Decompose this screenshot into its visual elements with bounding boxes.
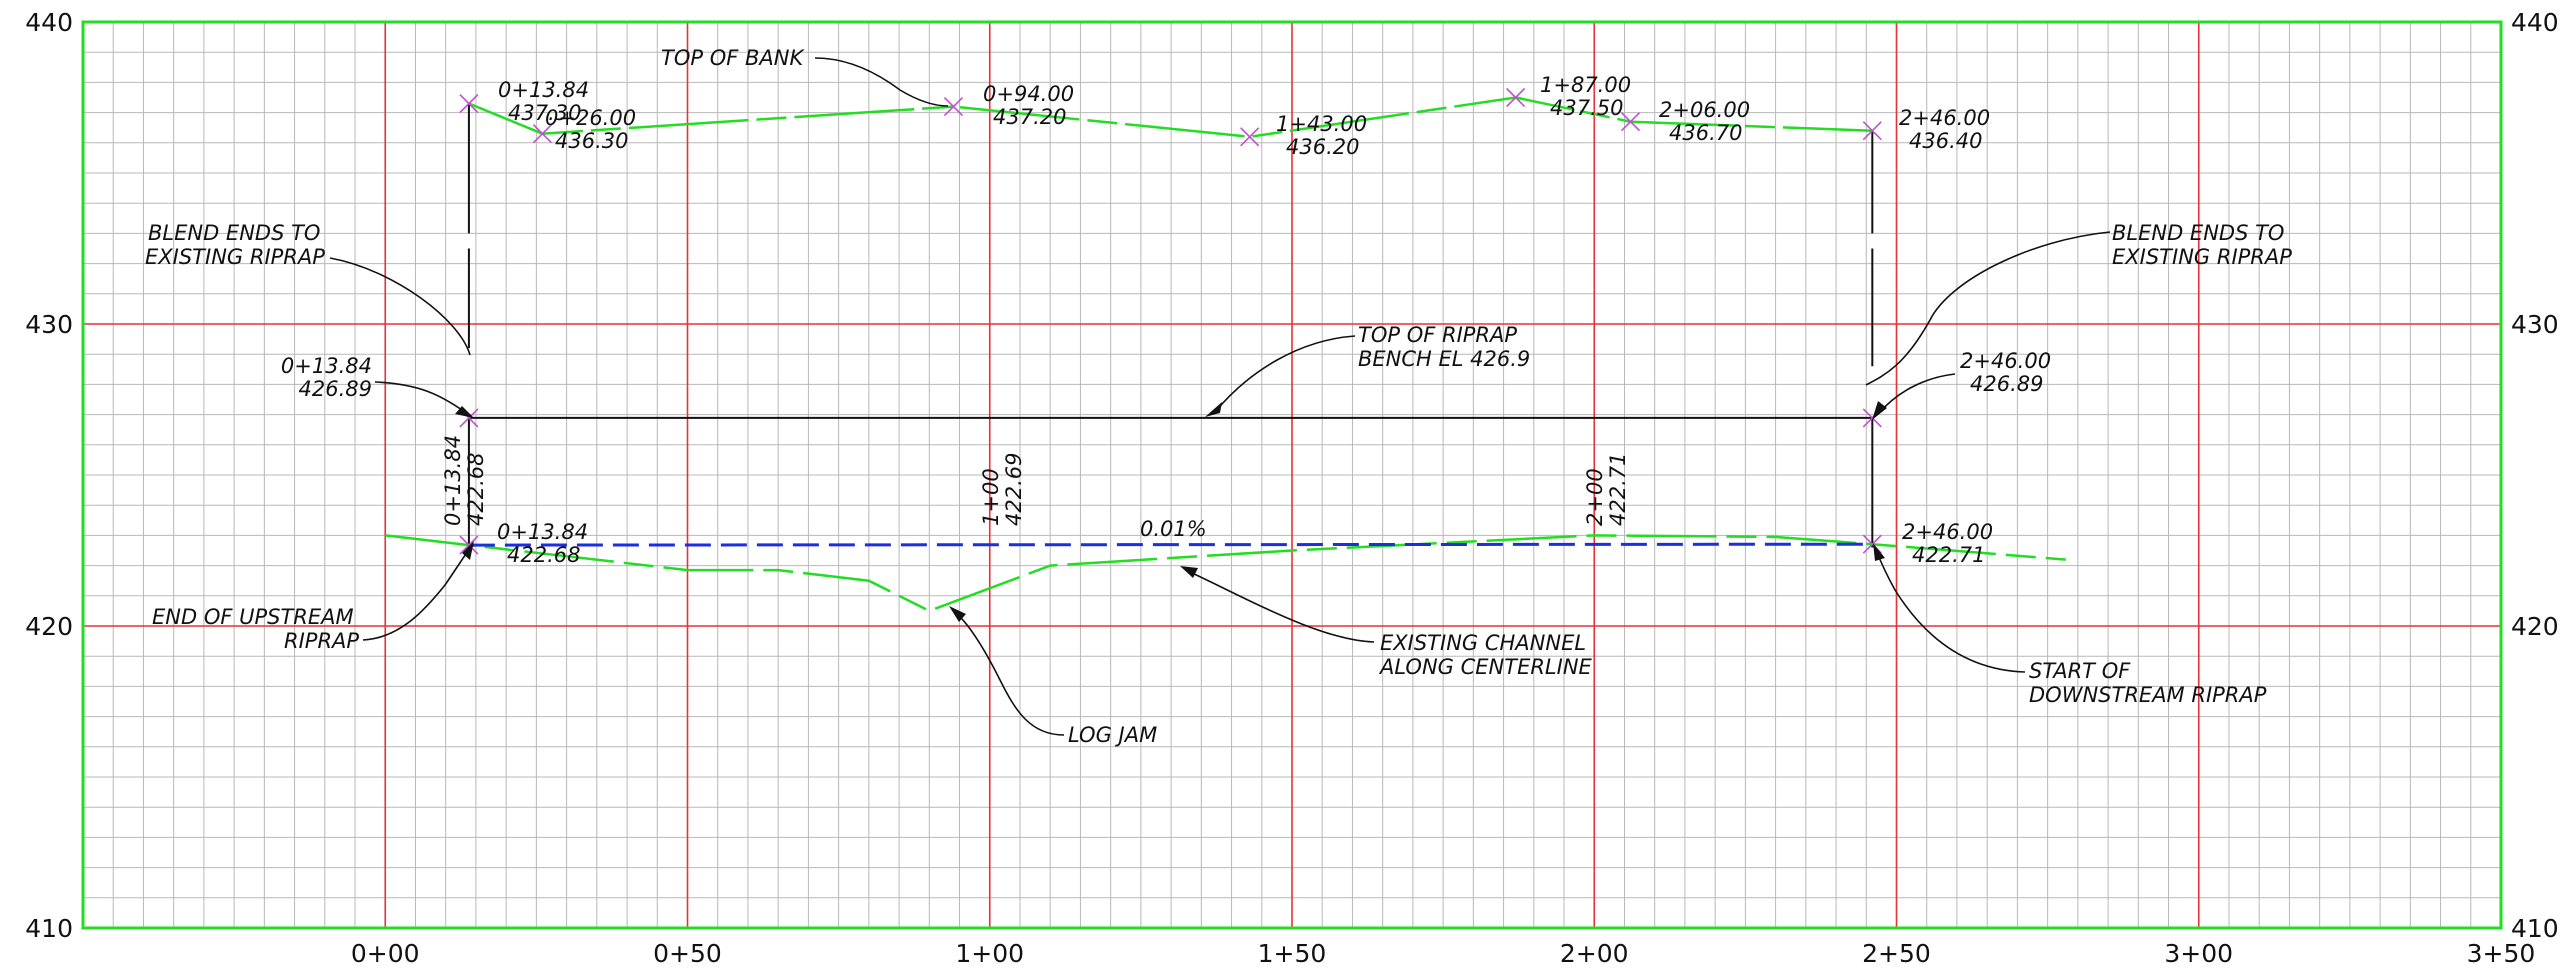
major-grid [83, 22, 2501, 928]
bank-point-label-elevation: 436.30 [555, 129, 628, 153]
bank-point-marker [1862, 121, 1882, 141]
vertical-elevation-label: 422.69 [1002, 453, 1026, 526]
bank-point-label-station: 1+43.00 [1276, 112, 1367, 136]
riprap-bench-leader [1214, 335, 1356, 413]
elevation-tick-left: 420 [25, 612, 73, 641]
slope-label: 0.01% [1140, 517, 1207, 541]
plot-frame [81, 20, 2503, 930]
bank-point-label-station: 2+46.00 [1899, 106, 1990, 130]
grade-right-label-elevation: 422.71 [1912, 543, 1985, 567]
bench-right-arrowhead [1872, 401, 1887, 420]
bank-point-label-elevation: 436.70 [1669, 121, 1742, 145]
top-of-bank-label: TOP OF BANK [661, 46, 805, 70]
existing-channel-label-2: ALONG CENTERLINE [1378, 655, 1593, 679]
bench-left-label-station: 0+13.84 [281, 354, 372, 378]
station-tick: 0+50 [653, 939, 722, 968]
elevation-tick-right: 430 [2511, 310, 2559, 339]
bank-point-label-elevation: 437.50 [1550, 96, 1623, 120]
bench-left-label-elevation: 426.89 [299, 377, 372, 401]
bank-point-marker [1620, 112, 1641, 132]
bank-point-label-station: 0+94.00 [983, 82, 1074, 106]
riprap-limit-lines [467, 103, 1874, 548]
bench-left-arrowhead [455, 406, 474, 418]
log-jam-leader [954, 611, 1065, 736]
station-tick: 1+00 [955, 939, 1024, 968]
grade-point-marker [459, 535, 479, 555]
vertical-station-label: 2+00 [1583, 468, 1607, 526]
bench-left-leader [374, 381, 466, 413]
station-tick: 1+50 [1258, 939, 1327, 968]
vertical-elevation-label: 422.68 [464, 453, 488, 526]
bench-right-label-elevation: 426.89 [1970, 372, 2043, 396]
end-upstream-label-2: RIPRAP [284, 629, 359, 653]
blend-right-leader [1865, 231, 2111, 386]
riprap-bench-label-1: TOP OF RIPRAP [1358, 323, 1517, 347]
station-tick: 2+50 [1862, 939, 1931, 968]
blend-right-label-2: EXISTING RIPRAP [2112, 245, 2292, 269]
riprap-bench-arrowhead [1205, 402, 1222, 417]
leader-notes: TOP OF BANK BLEND ENDS TO EXISTING RIPRA… [145, 46, 2292, 747]
bank-point-label-station: 0+26.00 [545, 106, 636, 130]
blend-left-label-2: EXISTING RIPRAP [145, 245, 325, 269]
start-downstream-label-1: START OF [2029, 659, 2131, 683]
elevation-tick-right: 440 [2511, 8, 2559, 37]
blend-left-leader [329, 257, 471, 356]
log-jam-label: LOG JAM [1068, 723, 1157, 747]
existing-channel-arrowhead [1180, 566, 1198, 578]
bank-point-label-station: 2+06.00 [1659, 98, 1750, 122]
point-markers [459, 87, 1882, 555]
station-tick: 0+00 [351, 939, 420, 968]
bank-point-marker [943, 96, 964, 117]
station-tick: 2+00 [1560, 939, 1629, 968]
bank-point-marker [1506, 87, 1526, 108]
log-jam-arrowhead [949, 606, 966, 622]
bank-point-label-elevation: 436.40 [1909, 129, 1982, 153]
bank-point-label-elevation: 437.20 [993, 105, 1066, 129]
blend-left-label-1: BLEND ENDS TO [148, 221, 320, 245]
vertical-elevation-label: 422.71 [1606, 453, 1630, 526]
elevation-tick-left: 440 [25, 8, 73, 37]
grade-right-label-station: 2+46.00 [1902, 520, 1993, 544]
elevation-tick-left: 430 [25, 310, 73, 339]
station-tick: 3+50 [2467, 939, 2536, 968]
station-tick: 3+00 [2164, 939, 2233, 968]
bank-point-label-station: 1+87.00 [1540, 73, 1631, 97]
start-downstream-label-2: DOWNSTREAM RIPRAP [2029, 683, 2267, 707]
bank-point-label-station: 0+13.84 [498, 78, 589, 102]
vertical-station-label: 1+00 [979, 468, 1003, 526]
blend-right-label-1: BLEND ENDS TO [2112, 221, 2284, 245]
vertical-station-label: 0+13.84 [441, 435, 465, 526]
end-upstream-arrowhead [462, 541, 474, 560]
start-downstream-arrowhead [1873, 543, 1885, 561]
start-downstream-leader [1875, 549, 2026, 673]
bank-point-marker [459, 93, 479, 114]
end-upstream-label-1: END OF UPSTREAM [152, 605, 354, 629]
bank-point-label-elevation: 436.20 [1286, 135, 1359, 159]
elevation-tick-left: 410 [25, 914, 73, 943]
existing-channel-line [385, 534, 2066, 613]
station-axis-labels: 0+00 0+50 1+00 1+50 2+00 2+50 3+00 3+50 [351, 939, 2535, 968]
bank-point-label-elevation: 437.30 [508, 101, 581, 125]
bench-right-leader [1879, 373, 1956, 413]
grade-left-label-elevation: 422.68 [507, 543, 580, 567]
elevation-tick-right: 420 [2511, 612, 2559, 641]
elevation-axis-labels: 410 410 420 420 430 430 440 440 [25, 8, 2558, 943]
top-of-bank-leader [814, 57, 949, 107]
riprap-bench-label-2: BENCH EL 426.9 [1358, 347, 1530, 371]
bank-point-marker [1240, 127, 1260, 147]
end-upstream-leader [362, 547, 471, 641]
bank-point-marker [532, 124, 552, 144]
bench-right-label-station: 2+46.00 [1960, 349, 2051, 373]
elevation-tick-right: 410 [2511, 914, 2559, 943]
existing-channel-leader [1189, 571, 1375, 643]
grade-left-label-station: 0+13.84 [497, 520, 588, 544]
existing-channel-label-1: EXISTING CHANNEL [1380, 631, 1586, 655]
design-grade-line [468, 542, 1873, 547]
